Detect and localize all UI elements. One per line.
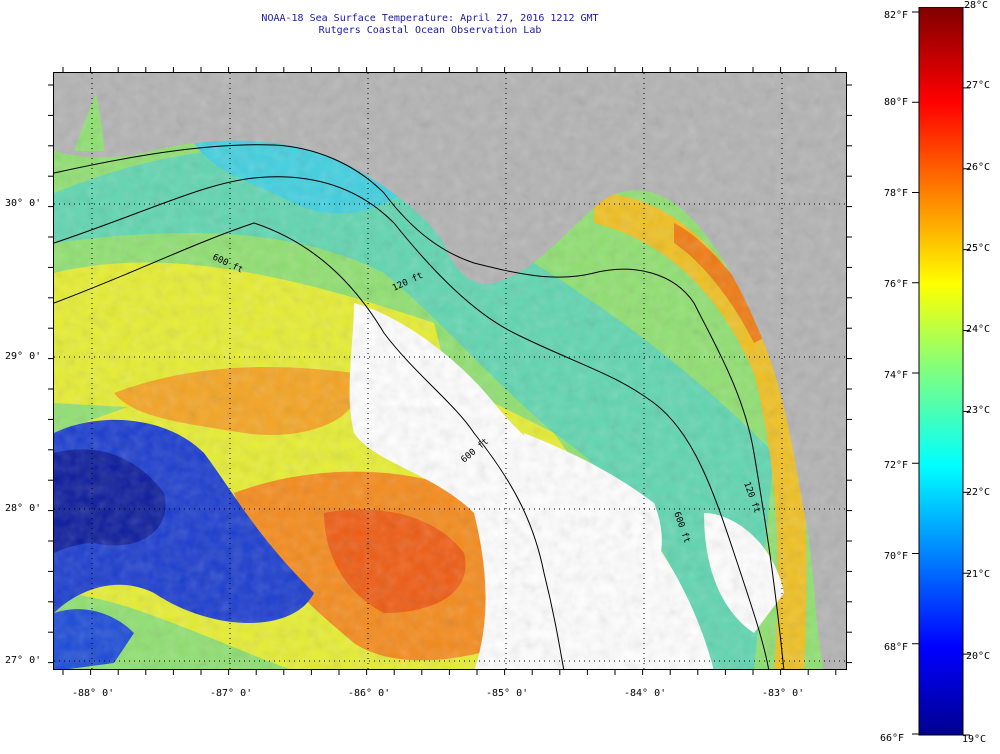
latitude-label: 27° 0' — [5, 655, 42, 666]
chart-subtitle: Rutgers Coastal Ocean Observation Lab — [318, 25, 542, 36]
colorbar-c-label: 28°C — [964, 0, 989, 11]
colorbar-f-label: 72°F — [884, 460, 909, 471]
colorbar-f-label: 80°F — [884, 97, 909, 108]
colorbar-f-label: 76°F — [884, 279, 909, 290]
colorbar-graphic — [912, 6, 970, 736]
colorbar-f-label: 82°F — [884, 10, 909, 21]
longitude-label: -83° 0' — [762, 688, 805, 699]
temperature-colorbar — [888, 6, 992, 737]
colorbar-c-label: 20°C — [966, 651, 991, 662]
latitude-label: 29° 0' — [5, 351, 42, 362]
longitude-label: -85° 0' — [486, 688, 529, 699]
colorbar-c-label: 25°C — [966, 243, 991, 254]
longitude-label: -86° 0' — [348, 688, 391, 699]
longitude-label: -88° 0' — [72, 688, 115, 699]
colorbar-f-label: 66°F — [880, 733, 905, 744]
colorbar-f-label: 78°F — [884, 188, 909, 199]
colorbar-c-label: 23°C — [966, 405, 991, 416]
colorbar-c-label: 22°C — [966, 487, 991, 498]
colorbar-c-label: 27°C — [966, 80, 991, 91]
latitude-label: 30° 0' — [5, 198, 42, 209]
longitude-label: -84° 0' — [624, 688, 667, 699]
colorbar-f-label: 68°F — [884, 642, 909, 653]
colorbar-c-label: 21°C — [966, 569, 991, 580]
sst-map: 600 ft 120 ft 600 ft 600 ft 120 ft — [53, 72, 847, 670]
colorbar-c-label: 24°C — [966, 324, 991, 335]
longitude-label: -87° 0' — [210, 688, 253, 699]
colorbar-c-label: 19°C — [962, 734, 987, 745]
colorbar-f-label: 70°F — [884, 551, 909, 562]
chart-title: NOAA-18 Sea Surface Temperature: April 2… — [261, 13, 599, 24]
latitude-label: 28° 0' — [5, 503, 42, 514]
colorbar-c-label: 26°C — [966, 162, 991, 173]
sst-map-graphic: 600 ft 120 ft 600 ft 600 ft 120 ft — [54, 73, 846, 669]
colorbar-f-label: 74°F — [884, 370, 909, 381]
